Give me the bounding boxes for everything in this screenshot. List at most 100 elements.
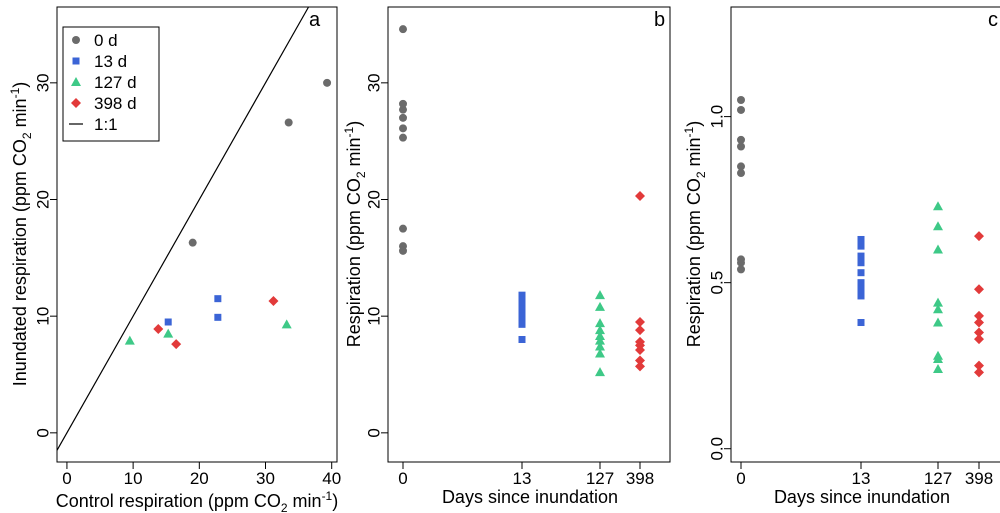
y-tick-label: 0.5	[707, 271, 726, 295]
point-13d	[164, 318, 172, 326]
y-tick-label: 0	[33, 428, 52, 437]
point-398d	[153, 324, 164, 334]
point-398d	[635, 345, 645, 355]
panel-b-ticks: 0 13 127 398 0 10 20 30	[364, 73, 654, 488]
legend-label: 13 d	[94, 52, 127, 71]
point-127d	[595, 290, 605, 300]
panel-a-x-axis-label: Control respiration (ppm CO2 min-1)	[56, 489, 338, 513]
panel-b-y-axis-label: Respiration (ppm CO2 min-1)	[342, 121, 368, 347]
point-127d	[595, 348, 605, 358]
point-13d	[857, 259, 865, 267]
point-127d	[595, 335, 605, 345]
point-0d	[737, 162, 745, 171]
point-13d	[857, 285, 865, 293]
y-tick-label: 0.0	[707, 437, 726, 461]
legend-swatch-398d	[71, 98, 81, 108]
point-13d	[518, 296, 526, 304]
point-13d	[518, 301, 526, 308]
point-13d	[518, 336, 526, 343]
point-13d	[518, 316, 526, 324]
x-tick-label: 13	[513, 469, 532, 488]
y-tick-label: 0	[364, 428, 383, 437]
legend-label: 1:1	[94, 115, 118, 134]
x-tick-label: 13	[852, 469, 871, 488]
y-tick-label: 10	[364, 307, 383, 326]
legend: 0 d 13 d 127 d 398 d 1:1	[62, 26, 160, 142]
point-127d	[933, 297, 943, 307]
y-tick-label: 20	[364, 190, 383, 209]
legend-label: 0 d	[94, 31, 118, 50]
point-398d	[635, 355, 645, 366]
point-13d	[518, 291, 526, 299]
point-0d	[284, 118, 293, 127]
point-0d	[399, 99, 407, 108]
panel-c-points	[737, 95, 984, 378]
panel-c-y-axis-label: Respiration (ppm CO2 min-1)	[682, 121, 708, 347]
point-127d	[933, 201, 943, 211]
y-tick-label: 20	[33, 190, 52, 209]
point-0d	[737, 265, 745, 274]
point-127d	[933, 317, 943, 327]
x-tick-label: 0	[62, 469, 71, 488]
point-13d	[857, 319, 865, 327]
point-127d	[933, 221, 943, 231]
point-398d	[974, 284, 984, 295]
x-tick-label: 30	[256, 469, 275, 488]
point-127d	[595, 325, 605, 335]
legend-label: 127 d	[94, 73, 137, 92]
point-13d	[857, 279, 865, 287]
one-to-one-line	[56, 6, 310, 451]
legend-label: 398 d	[94, 94, 137, 113]
x-tick-label: 127	[924, 469, 952, 488]
panel-a-ticks: 0 10 20 30 40 0 10 20 30	[33, 73, 341, 488]
x-tick-label: 398	[965, 469, 993, 488]
point-127d	[933, 354, 943, 364]
point-13d	[857, 242, 865, 250]
x-tick-label: 0	[398, 469, 407, 488]
point-398d	[268, 296, 279, 306]
point-0d	[399, 25, 407, 34]
point-398d	[635, 325, 645, 336]
point-0d	[399, 133, 407, 142]
point-127d	[595, 318, 605, 328]
x-tick-label: 127	[586, 469, 614, 488]
panel-a-letter: a	[309, 9, 321, 31]
x-tick-label: 40	[322, 469, 341, 488]
point-398d	[635, 361, 645, 372]
point-127d	[595, 331, 605, 340]
point-398d	[974, 317, 984, 328]
point-13d	[857, 269, 865, 277]
point-13d	[857, 292, 865, 300]
point-398d	[635, 191, 645, 201]
point-127d	[933, 304, 943, 314]
y-tick-label: 1.0	[707, 105, 726, 129]
legend-swatch-13d	[72, 57, 80, 65]
point-398d	[974, 327, 984, 338]
point-127d	[595, 367, 605, 377]
y-tick-label: 30	[33, 73, 52, 92]
point-398d	[974, 367, 984, 378]
y-tick-label: 30	[364, 73, 383, 92]
point-13d	[857, 235, 865, 243]
point-0d	[399, 224, 407, 233]
panel-c-x-axis-label: Days since inundation	[774, 487, 950, 507]
x-tick-label: 20	[190, 469, 209, 488]
panel-b-x-axis-label: Days since inundation	[442, 487, 618, 507]
point-13d	[214, 295, 222, 303]
point-398d	[974, 360, 984, 371]
panel-c-frame	[730, 6, 1000, 463]
panel-a-one-to-one-line	[56, 6, 310, 451]
point-13d	[857, 252, 865, 260]
x-tick-label: 398	[626, 469, 654, 488]
legend-swatch-127d	[71, 77, 81, 86]
point-0d	[737, 95, 745, 104]
point-398d	[974, 310, 984, 321]
point-398d	[635, 317, 645, 327]
panel-b: b 0 13 127 398 0 10 20 30 Days since inundation…	[342, 6, 671, 507]
panel-c-ticks: 0 13 127 398 0.0 0.5 1.0	[707, 105, 993, 488]
point-398d	[974, 231, 984, 242]
point-13d	[518, 320, 526, 328]
point-0d	[323, 78, 332, 87]
panel-a-y-axis-label: Inundated respiration (ppm CO2 min-1)	[8, 82, 34, 387]
